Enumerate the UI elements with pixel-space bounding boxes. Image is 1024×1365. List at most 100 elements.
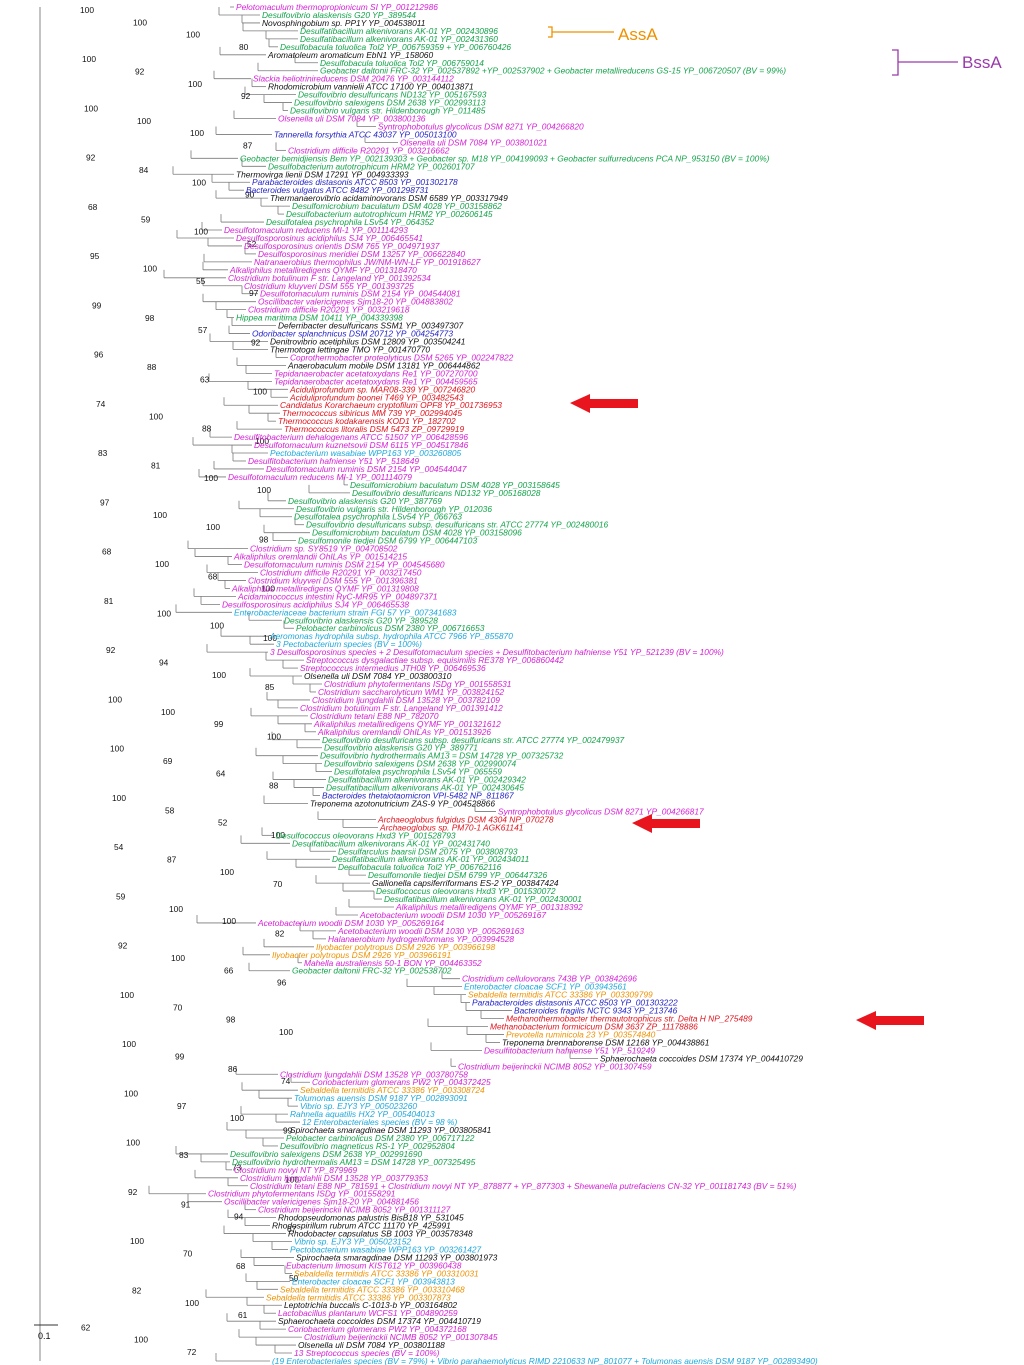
bootstrap-value: 92 bbox=[86, 153, 96, 163]
bootstrap-value: 100 bbox=[133, 17, 147, 27]
bootstrap-value: 85 bbox=[265, 682, 275, 692]
leaf-label: Desulfovibrio desulfuricans ND132 YP_005… bbox=[298, 90, 487, 100]
leaf-label: Streptococcus intermedius JTH08 YP_00646… bbox=[300, 663, 486, 673]
leaf-label: Desulfatibacillum alkenivorans AK-01 YP_… bbox=[328, 775, 526, 785]
leaf-label: Alkaliphilus oremlandii OhILAs YP_001514… bbox=[233, 552, 407, 562]
bootstrap-value: 100 bbox=[143, 264, 157, 274]
bootstrap-value: 96 bbox=[277, 978, 287, 988]
bootstrap-value: 96 bbox=[94, 350, 104, 360]
bootstrap-value: 98 bbox=[145, 313, 155, 323]
leaf-label: Desulfococcus oleovorans Hxd3 YP_0015300… bbox=[376, 886, 556, 896]
leaf-label: Hippea maritima DSM 10411 YP_004339398 bbox=[236, 313, 403, 323]
leaf-label: Sebaldella termitidis ATCC 33386 YP_0033… bbox=[280, 1284, 465, 1294]
leaf-label: Treponema brennaborense DSM 12168 YP_004… bbox=[502, 1037, 709, 1047]
bootstrap-value: 72 bbox=[187, 1347, 197, 1357]
bootstrap-value: 100 bbox=[257, 485, 271, 495]
bootstrap-value: 100 bbox=[169, 904, 183, 914]
leaf-label: Clostridium sp. SY8519 YP_004708502 bbox=[250, 544, 398, 554]
leaf-label: Novosphingobium sp. PP1Y YP_004538011 bbox=[262, 18, 425, 28]
leaf-label: Clostridium tetani E88 NP_782070 bbox=[310, 711, 439, 721]
leaf-label: Thermanaerovibrio acidaminovorans DSM 65… bbox=[270, 193, 508, 203]
leaf-label: Acetobacterium woodii DSM 1030 YP_005269… bbox=[359, 910, 546, 920]
leaf-label: Aeromonas hydrophila subsp. hydrophila A… bbox=[269, 631, 513, 641]
leaf-label: Sebaldella termitidis ATCC 33386 YP_0033… bbox=[300, 1085, 485, 1095]
leaf-label: Parabacteroides distasonis ATCC 8503 YP_… bbox=[252, 177, 458, 187]
bootstrap-value: 100 bbox=[82, 54, 96, 64]
bootstrap-value: 83 bbox=[179, 1150, 189, 1160]
leaf-label: Desulfitobacterium dehalogenans ATCC 515… bbox=[234, 432, 468, 442]
bootstrap-value: 63 bbox=[200, 374, 210, 384]
leaf-label: Anaerobaculum mobile DSM 13181 YP_006444… bbox=[287, 360, 480, 370]
bootstrap-value: 81 bbox=[151, 461, 161, 471]
bootstrap-value: 57 bbox=[198, 325, 208, 335]
bssa-label: BssA bbox=[962, 53, 1002, 72]
leaf-label: Clostridium difficile R20291 YP_00321666… bbox=[288, 145, 450, 155]
leaf-label: Clostridium kluyveri DSM 555 YP_00139638… bbox=[248, 575, 418, 585]
leaf-label: Oscillibacter valericigenes Sjm18-20 YP_… bbox=[258, 297, 453, 307]
leaf-label: Desulfotalea psychrophila LSv54 YP_06435… bbox=[266, 217, 434, 227]
bootstrap-value: 74 bbox=[96, 399, 106, 409]
bootstrap-value: 86 bbox=[228, 1064, 238, 1074]
leaf-label: Aciduliprofundum boonei T469 YP_00348254… bbox=[289, 392, 464, 402]
leaf-label: Acetobacterium woodii DSM 1030 YP_005269… bbox=[337, 926, 524, 936]
archaea-arrow-1 bbox=[570, 394, 638, 413]
leaf-label: Sebaldella termitidis ATCC 33386 YP_0033… bbox=[266, 1292, 451, 1302]
bootstrap-value: 92 bbox=[251, 337, 261, 347]
bootstrap-value: 100 bbox=[161, 707, 175, 717]
archaea-arrow-2 bbox=[632, 814, 700, 833]
leaf-label: Prevotella ruminicola 23 YP_003574840 bbox=[506, 1029, 656, 1039]
bootstrap-value: 100 bbox=[267, 731, 281, 741]
leaf-label: Desulfomicrobium baculatum DSM 4028 YP_0… bbox=[312, 528, 522, 538]
leaf-label: Parabacteroides distasonis ATCC 8503 YP_… bbox=[472, 998, 678, 1008]
leaf-labels: Pelotomaculum thermopropionicum SI YP_00… bbox=[208, 2, 818, 1365]
leaf-label: Acidaminococcus intestini RyC-MR95 YP_00… bbox=[237, 591, 438, 601]
leaf-label: Desulfovibrio hydrothermalis AM13 = DSM … bbox=[232, 1157, 476, 1167]
leaf-label: Desulfomonile tiedjei DSM 6799 YP_006447… bbox=[368, 870, 547, 880]
bootstrap-value: 92 bbox=[241, 91, 251, 101]
bootstrap-value: 100 bbox=[108, 694, 122, 704]
bootstrap-value: 100 bbox=[84, 103, 98, 113]
leaf-label: Syntrophobotulus glycolicus DSM 8271 YP_… bbox=[378, 121, 584, 131]
leaf-label: Rahnella aquatilis HX2 YP_005404013 bbox=[290, 1109, 435, 1119]
leaf-label: Leptotrichia buccalis C-1013-b YP_003164… bbox=[284, 1300, 457, 1310]
leaf-label: Clostridium cellulovorans 743B YP_003842… bbox=[462, 974, 637, 984]
leaf-label: Desulfosporosinus acidiphilus SJ4 YP_006… bbox=[236, 233, 423, 243]
leaf-label: Desulfotomaculum kuznetsovii DSM 6115 YP… bbox=[254, 440, 469, 450]
leaf-label: Natranaerobius thermophilus JW/NM-WN-LF … bbox=[254, 257, 481, 267]
leaf-label: Desulfovibrio vulgaris str. Hildenboroug… bbox=[290, 106, 486, 116]
leaf-label: Rhodopseudomonas palustris BisB18 YP_531… bbox=[278, 1213, 464, 1223]
bootstrap-value: 100 bbox=[261, 584, 275, 594]
leaf-label: Streptococcus dysgalactiae subsp. equisi… bbox=[306, 655, 564, 665]
leaf-label: Clostridium novyi NT YP_879969 bbox=[234, 1165, 358, 1175]
leaf-label: Deferribacter desulfuricans SSM1 YP_0034… bbox=[278, 321, 463, 331]
leaf-label: Bacteroides vulgatus ATCC 8482 YP_001298… bbox=[246, 185, 429, 195]
bootstrap-value: 100 bbox=[255, 436, 269, 446]
leaf-label: Desulfobacterium autotrophicum HRM2 YP_0… bbox=[268, 161, 475, 171]
leaf-label: Desulfatibacillum alkenivorans AK-01 YP_… bbox=[332, 854, 529, 864]
leaf-label: Sebaldella termitidis ATCC 33386 YP_0033… bbox=[468, 990, 653, 1000]
bootstrap-value: 100 bbox=[185, 1298, 199, 1308]
leaf-label: Clostridium beijerinckii NCIMB 8052 YP_0… bbox=[258, 1205, 451, 1215]
bootstrap-value: 99 bbox=[175, 1052, 185, 1062]
leaf-label: Methanobacterium formicicum DSM 3637 ZP_… bbox=[490, 1021, 698, 1031]
bootstrap-value: 87 bbox=[167, 855, 177, 865]
bootstrap-value: 58 bbox=[165, 805, 175, 815]
bootstrap-value: 99 bbox=[92, 300, 102, 310]
leaf-label: Desulfovibrio hydrothermalis AM13 = DSM … bbox=[320, 751, 564, 761]
leaf-label: Bacteroides fragilis NCTC 9343 YP_213746 bbox=[514, 1006, 678, 1016]
leaf-label: Spirochaeta smaragdinae DSM 11293 YP_003… bbox=[290, 1125, 491, 1135]
bootstrap-value: 100 bbox=[134, 1335, 148, 1345]
bootstrap-value: 55 bbox=[196, 276, 206, 286]
leaf-label: Rhodobacter capsulatus SB 1003 YP_003578… bbox=[288, 1229, 473, 1239]
leaf-label: Alkaliphilus metalliredigens QYMF YP_001… bbox=[229, 265, 417, 275]
bootstrap-value: 100 bbox=[188, 79, 202, 89]
leaf-label: Aciduliprofundum sp. MAR08-339 YP_007246… bbox=[289, 384, 475, 394]
leaf-label: Desulfomicrobium baculatum DSM 4028 YP_0… bbox=[292, 201, 502, 211]
leaf-label: Methanothermobacter thermautotrophicus s… bbox=[506, 1014, 753, 1024]
leaf-label: (19 Enterobacteriales species (BV = 79%)… bbox=[272, 1356, 818, 1365]
bootstrap-value: 100 bbox=[190, 128, 204, 138]
bootstrap-value: 100 bbox=[110, 744, 124, 754]
archaea-arrow-3 bbox=[856, 1011, 924, 1030]
bootstrap-value: 98 bbox=[226, 1015, 236, 1025]
